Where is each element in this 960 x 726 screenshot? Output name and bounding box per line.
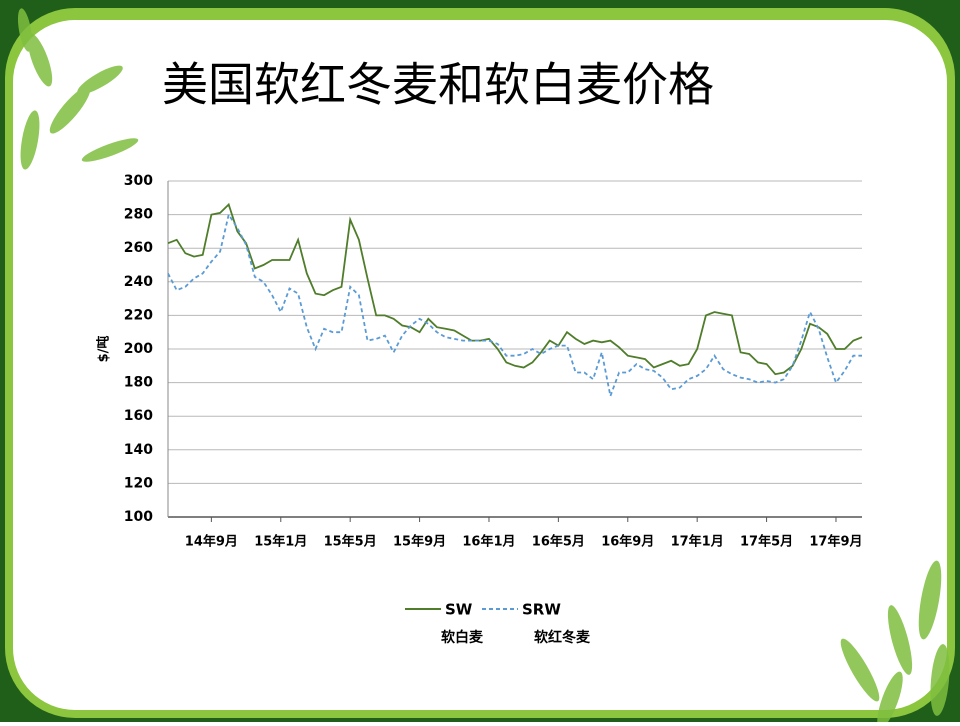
y-tick-label: 220 <box>124 307 153 323</box>
x-tick-label: 15年9月 <box>393 534 446 550</box>
y-tick-label: 260 <box>124 240 153 256</box>
y-tick-label: 280 <box>124 207 153 223</box>
y-tick-label: 180 <box>124 375 153 391</box>
x-tick-label: 17年5月 <box>740 534 793 550</box>
x-tick-label: 16年5月 <box>532 534 585 550</box>
series-line <box>167 202 863 376</box>
y-tick-label: 200 <box>124 341 153 357</box>
x-tick-label: 15年5月 <box>324 534 377 550</box>
x-tick-label: 15年1月 <box>254 534 307 550</box>
legend-label: SRW <box>522 601 561 619</box>
x-tick-label: 16年1月 <box>462 534 515 550</box>
y-tick-label: 300 <box>124 173 153 189</box>
y-tick-label: 140 <box>124 442 153 458</box>
wheat-bottom-right <box>840 560 950 726</box>
y-tick-label: 240 <box>124 274 153 290</box>
y-tick-label: 100 <box>124 509 153 525</box>
y-axis-label: $/吨 <box>96 336 112 363</box>
x-tick-label: 16年9月 <box>601 534 654 550</box>
wheat-top-left <box>17 8 139 170</box>
y-tick-label: 120 <box>124 475 153 491</box>
chart-title: 美国软红冬麦和软白麦价格 <box>162 58 714 112</box>
legend-label: SW <box>445 601 473 619</box>
x-tick-label: 17年1月 <box>671 534 724 550</box>
y-tick-label: 160 <box>124 408 153 424</box>
panel <box>13 20 947 710</box>
x-tick-label: 17年9月 <box>809 534 862 550</box>
legend-note: 软白麦 <box>441 629 484 646</box>
x-tick-label: 14年9月 <box>185 534 238 550</box>
legend-note: 软红冬麦 <box>534 629 591 646</box>
